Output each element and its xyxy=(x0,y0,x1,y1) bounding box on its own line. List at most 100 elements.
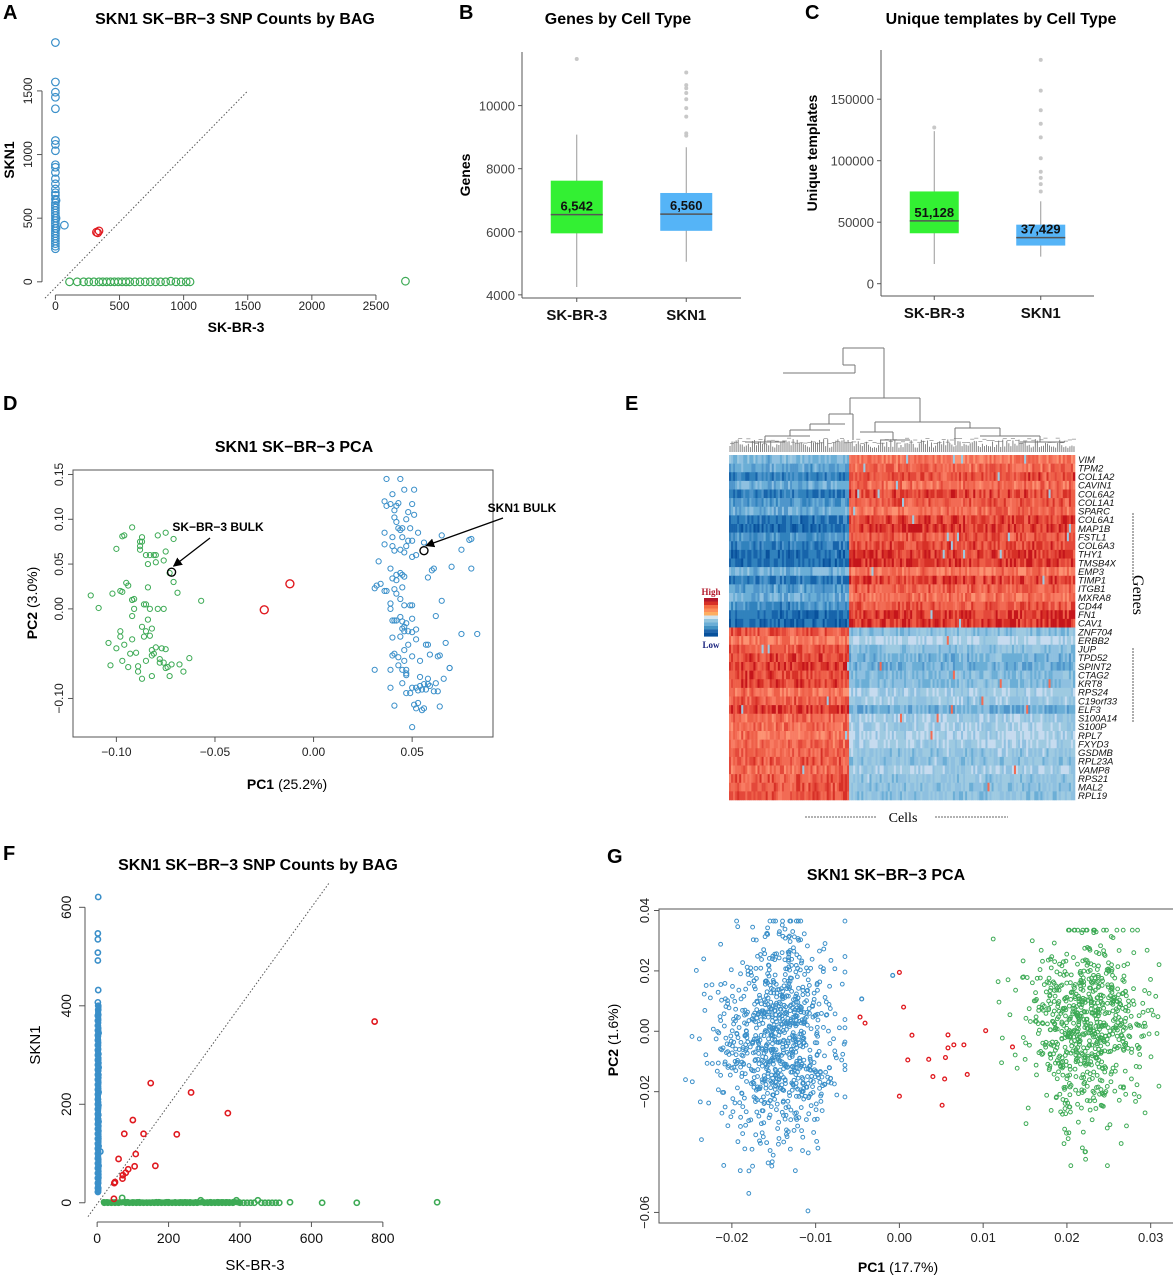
heatmap-cell xyxy=(969,472,972,482)
heatmap-cell xyxy=(851,558,854,568)
heatmap-cell xyxy=(981,463,984,473)
heatmap-cell xyxy=(804,618,807,628)
heatmap-cell xyxy=(910,636,913,646)
heatmap-cell xyxy=(845,549,848,559)
heatmap-cell xyxy=(985,489,988,499)
x-tick-label: SK-BR-3 xyxy=(904,305,965,322)
heatmap-cell xyxy=(881,636,884,646)
heatmap-cell xyxy=(938,653,941,663)
heatmap-cell xyxy=(1048,480,1051,490)
heatmap-cell xyxy=(761,670,764,680)
heatmap-cell xyxy=(920,653,923,663)
heatmap-cell xyxy=(826,593,830,602)
heatmap-cell xyxy=(942,472,946,482)
heatmap-cell xyxy=(777,558,781,568)
heatmap-cell xyxy=(993,489,996,499)
heatmap-cell xyxy=(812,644,815,654)
heatmap-cell xyxy=(783,601,787,611)
heatmap-cell xyxy=(798,653,801,663)
heatmap-cell xyxy=(775,575,779,585)
heatmap-cell xyxy=(954,498,958,508)
heatmap-cell xyxy=(820,549,823,559)
heatmap-cell xyxy=(822,653,825,663)
heatmap-cell xyxy=(867,524,870,533)
heatmap-cell xyxy=(950,455,954,464)
point-skn1 xyxy=(51,136,60,145)
heatmap-cell xyxy=(942,532,946,542)
heatmap-cell xyxy=(912,644,915,654)
heatmap-cell xyxy=(1001,662,1005,671)
heatmap-cell xyxy=(783,463,787,473)
heatmap-cell xyxy=(1040,558,1043,568)
heatmap-cell xyxy=(853,593,856,602)
heatmap-cell xyxy=(906,524,909,533)
heatmap-cell xyxy=(920,593,923,602)
heatmap-cell xyxy=(790,575,793,585)
heatmap-cell xyxy=(877,627,880,637)
heatmap-cell xyxy=(942,463,946,473)
heatmap-cell xyxy=(783,593,787,602)
heatmap-cell xyxy=(1060,549,1064,559)
heatmap-cell xyxy=(773,593,777,602)
heatmap-cell xyxy=(1048,549,1051,559)
heatmap-cell xyxy=(914,662,917,671)
heatmap-cell xyxy=(881,662,884,671)
heatmap-cell xyxy=(1046,558,1049,568)
heatmap-cell xyxy=(1040,541,1043,551)
point-sk-br-3 xyxy=(146,552,154,559)
heatmap-cell xyxy=(1032,455,1035,464)
heatmap-cell xyxy=(981,506,984,516)
heatmap-cell xyxy=(1036,618,1039,628)
heatmap-cell xyxy=(1003,567,1007,577)
point-skn1 xyxy=(448,563,455,570)
heatmap-cell xyxy=(985,463,988,473)
point-skn1 xyxy=(393,590,400,597)
heatmap-cell xyxy=(987,480,990,490)
heatmap-cell xyxy=(849,636,852,646)
panel-d-xlabel-name: PC1 xyxy=(247,776,274,792)
heatmap-cell xyxy=(779,541,783,551)
point-skn1 xyxy=(389,617,396,624)
heatmap-cell xyxy=(1024,480,1027,490)
heatmap-cell xyxy=(755,662,758,671)
heatmap-cell xyxy=(932,498,935,508)
heatmap-cell xyxy=(828,618,832,628)
heatmap-cell xyxy=(1066,480,1070,490)
heatmap-cell xyxy=(1068,506,1072,516)
heatmap-cell xyxy=(820,541,823,551)
heatmap-cell xyxy=(763,498,766,508)
heatmap-cell xyxy=(999,558,1003,568)
heatmap-cell xyxy=(926,480,929,490)
heatmap-cell xyxy=(1054,524,1057,533)
heatmap-cell xyxy=(1038,627,1041,637)
heatmap-cell xyxy=(757,593,760,602)
heatmap-cell xyxy=(739,515,742,525)
heatmap-cell xyxy=(788,636,791,646)
point-skn1 xyxy=(399,666,406,673)
heatmap-cell xyxy=(983,662,986,671)
heatmap-cell xyxy=(1046,532,1049,542)
heatmap-cell xyxy=(849,532,852,542)
heatmap-cell xyxy=(832,584,836,594)
heatmap-cell xyxy=(861,498,864,508)
heatmap-cell xyxy=(822,489,825,499)
heatmap-cell xyxy=(788,653,791,663)
heatmap-cell xyxy=(940,489,944,499)
heatmap-cell xyxy=(828,480,832,490)
heatmap-cell xyxy=(881,575,884,585)
heatmap-cell xyxy=(747,480,750,490)
heatmap-cell xyxy=(904,575,907,585)
heatmap-cell xyxy=(954,662,958,671)
heatmap-cell xyxy=(1026,498,1029,508)
heatmap-cell xyxy=(1009,575,1013,585)
heatmap-cell xyxy=(902,636,905,646)
heatmap-cell xyxy=(788,506,791,516)
heatmap-cell xyxy=(783,610,787,620)
heatmap-cell xyxy=(804,593,807,602)
heatmap-cell xyxy=(855,524,858,533)
heatmap-cell xyxy=(875,489,878,499)
heatmap-cell xyxy=(816,584,819,594)
heatmap-cell xyxy=(1044,575,1047,585)
heatmap-cell xyxy=(995,618,998,628)
heatmap-cell xyxy=(759,463,762,473)
